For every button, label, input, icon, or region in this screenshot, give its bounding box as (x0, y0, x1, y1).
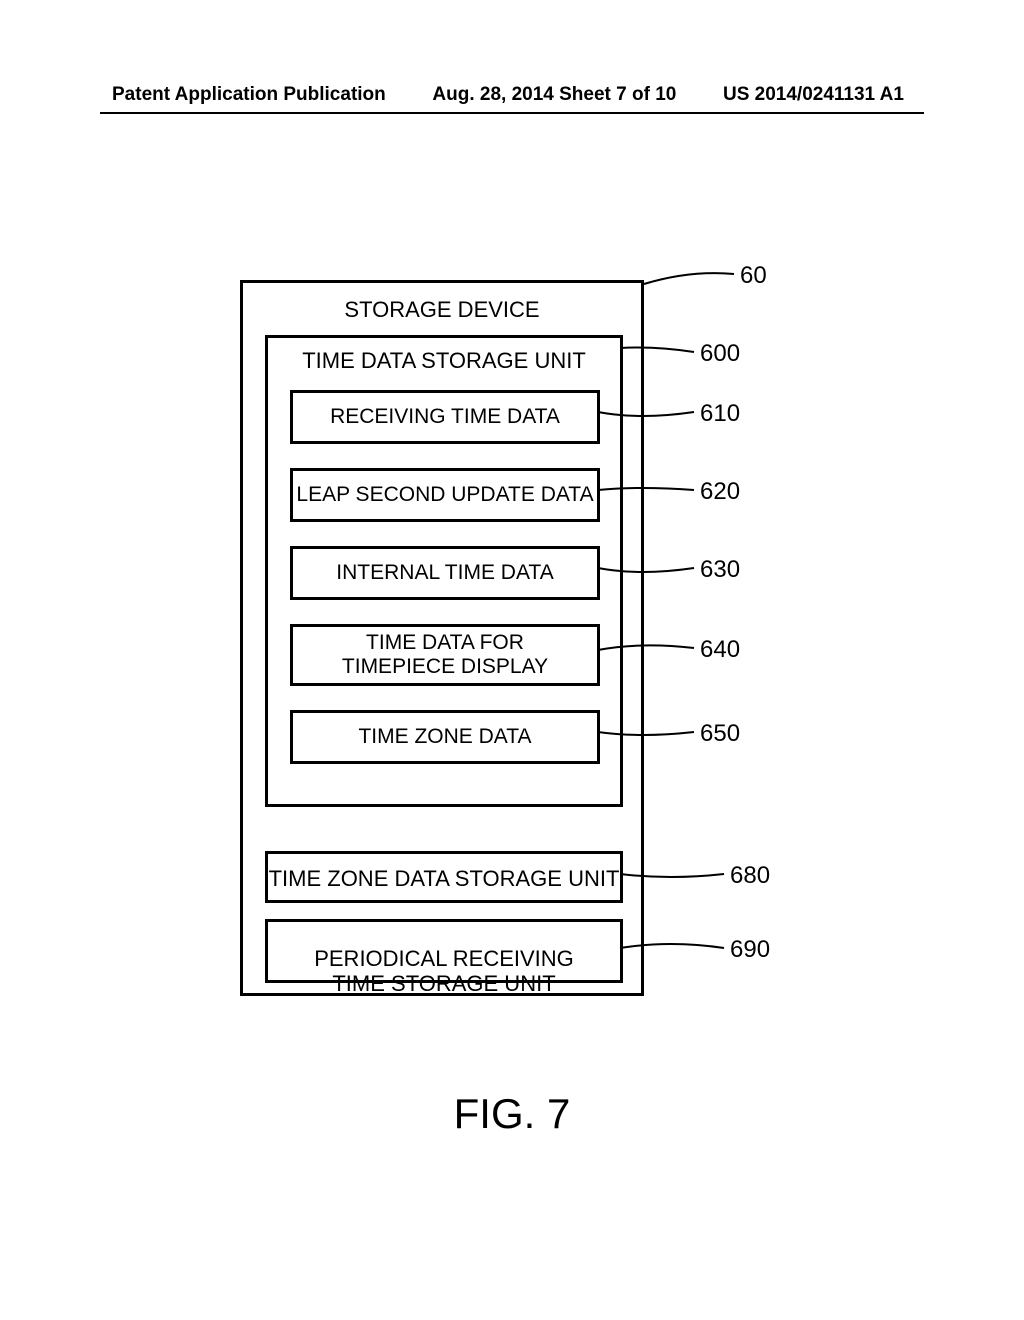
leader-lines (0, 280, 1024, 1080)
header-row: Patent Application Publication Aug. 28, … (0, 84, 1024, 106)
figure-caption: FIG. 7 (0, 1090, 1024, 1138)
header-rule (100, 112, 924, 114)
header-center: Aug. 28, 2014 Sheet 7 of 10 (432, 84, 676, 106)
header-right: US 2014/0241131 A1 (723, 84, 904, 106)
header-left: Patent Application Publication (112, 84, 386, 106)
